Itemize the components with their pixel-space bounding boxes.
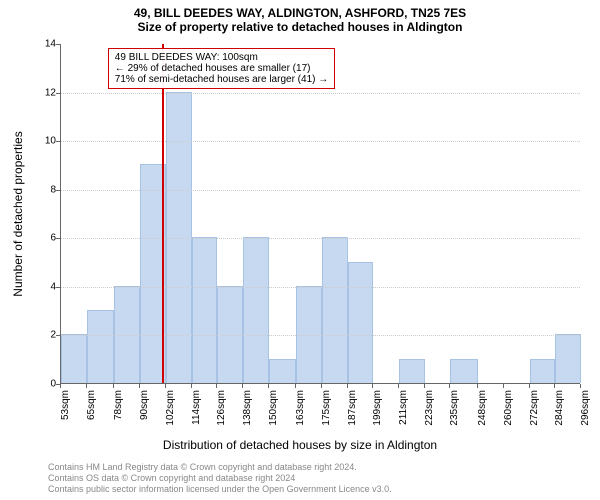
- x-tick-label: 114sqm: [191, 390, 202, 425]
- x-tick-mark: [139, 384, 140, 388]
- x-tick-mark: [554, 384, 555, 388]
- footer-line-3: Contains public sector information licen…: [48, 484, 392, 495]
- x-tick-mark: [347, 384, 348, 388]
- histogram-bar: [61, 334, 87, 383]
- attribution-footer: Contains HM Land Registry data © Crown c…: [48, 462, 392, 494]
- x-tick-label: 223sqm: [424, 390, 435, 426]
- grid-line: [61, 238, 580, 239]
- x-tick-mark: [424, 384, 425, 388]
- x-tick-label: 138sqm: [242, 390, 253, 426]
- x-tick-mark: [449, 384, 450, 388]
- grid-line: [61, 287, 580, 288]
- x-tick-mark: [113, 384, 114, 388]
- chart-title-main: 49, BILL DEEDES WAY, ALDINGTON, ASHFORD,…: [0, 0, 600, 20]
- x-tick-label: 235sqm: [449, 390, 460, 426]
- callout-line-2: ← 29% of detached houses are smaller (17…: [115, 63, 328, 74]
- histogram-bar: [399, 359, 425, 383]
- footer-line-2: Contains OS data © Crown copyright and d…: [48, 473, 392, 484]
- histogram-bar: [166, 92, 192, 383]
- x-tick-mark: [372, 384, 373, 388]
- grid-line: [61, 190, 580, 191]
- x-tick-label: 211sqm: [398, 390, 409, 425]
- callout-line-1: 49 BILL DEEDES WAY: 100sqm: [115, 52, 328, 63]
- x-tick-mark: [268, 384, 269, 388]
- x-tick-mark: [321, 384, 322, 388]
- histogram-bar: [114, 286, 140, 383]
- grid-line: [61, 93, 580, 94]
- histogram-bar: [243, 237, 269, 383]
- x-tick-mark: [529, 384, 530, 388]
- x-tick-label: 199sqm: [372, 390, 383, 426]
- grid-line: [61, 141, 580, 142]
- y-tick-label: 14: [4, 39, 56, 50]
- reference-callout: 49 BILL DEEDES WAY: 100sqm ← 29% of deta…: [108, 48, 335, 89]
- x-tick-label: 284sqm: [554, 390, 565, 426]
- x-tick-label: 272sqm: [529, 390, 540, 426]
- x-tick-mark: [216, 384, 217, 388]
- y-tick-label: 8: [4, 184, 56, 195]
- y-axis-ticks: 02468101214: [0, 44, 60, 384]
- x-tick-label: 126sqm: [216, 390, 227, 426]
- histogram-bar: [192, 237, 218, 383]
- histogram-bar: [296, 286, 322, 383]
- x-tick-mark: [191, 384, 192, 388]
- x-tick-label: 163sqm: [295, 390, 306, 426]
- reference-line: [162, 44, 164, 383]
- histogram-bar: [269, 359, 297, 383]
- y-tick-label: 12: [4, 87, 56, 98]
- y-tick-label: 4: [4, 281, 56, 292]
- x-tick-label: 175sqm: [321, 390, 332, 426]
- grid-line: [61, 335, 580, 336]
- x-tick-label: 296sqm: [580, 390, 591, 426]
- histogram-bar: [555, 334, 581, 383]
- x-tick-label: 90sqm: [139, 390, 150, 420]
- x-tick-mark: [60, 384, 61, 388]
- x-tick-label: 248sqm: [477, 390, 488, 426]
- x-tick-label: 260sqm: [503, 390, 514, 426]
- x-tick-mark: [86, 384, 87, 388]
- y-tick-label: 10: [4, 136, 56, 147]
- histogram-bar: [217, 286, 243, 383]
- histogram-bar: [530, 359, 556, 383]
- x-tick-mark: [503, 384, 504, 388]
- footer-line-1: Contains HM Land Registry data © Crown c…: [48, 462, 392, 473]
- x-tick-mark: [580, 384, 581, 388]
- x-tick-label: 102sqm: [165, 390, 176, 426]
- x-tick-mark: [398, 384, 399, 388]
- histogram-bar: [348, 262, 374, 383]
- histogram-bar: [450, 359, 478, 383]
- x-tick-label: 78sqm: [113, 390, 124, 420]
- y-tick-label: 6: [4, 233, 56, 244]
- chart-plot-area: 49 BILL DEEDES WAY: 100sqm ← 29% of deta…: [60, 44, 580, 384]
- y-tick-label: 2: [4, 330, 56, 341]
- x-tick-mark: [477, 384, 478, 388]
- histogram-bar: [87, 310, 115, 383]
- x-tick-mark: [295, 384, 296, 388]
- callout-line-3: 71% of semi-detached houses are larger (…: [115, 74, 328, 85]
- x-tick-mark: [165, 384, 166, 388]
- x-tick-mark: [242, 384, 243, 388]
- x-tick-label: 150sqm: [268, 390, 279, 426]
- x-tick-label: 187sqm: [347, 390, 358, 426]
- x-tick-label: 53sqm: [60, 390, 71, 420]
- x-tick-label: 65sqm: [86, 390, 97, 420]
- y-tick-label: 0: [4, 379, 56, 390]
- histogram-bar: [322, 237, 348, 383]
- chart-title-sub: Size of property relative to detached ho…: [0, 20, 600, 34]
- x-axis-label: Distribution of detached houses by size …: [0, 438, 600, 452]
